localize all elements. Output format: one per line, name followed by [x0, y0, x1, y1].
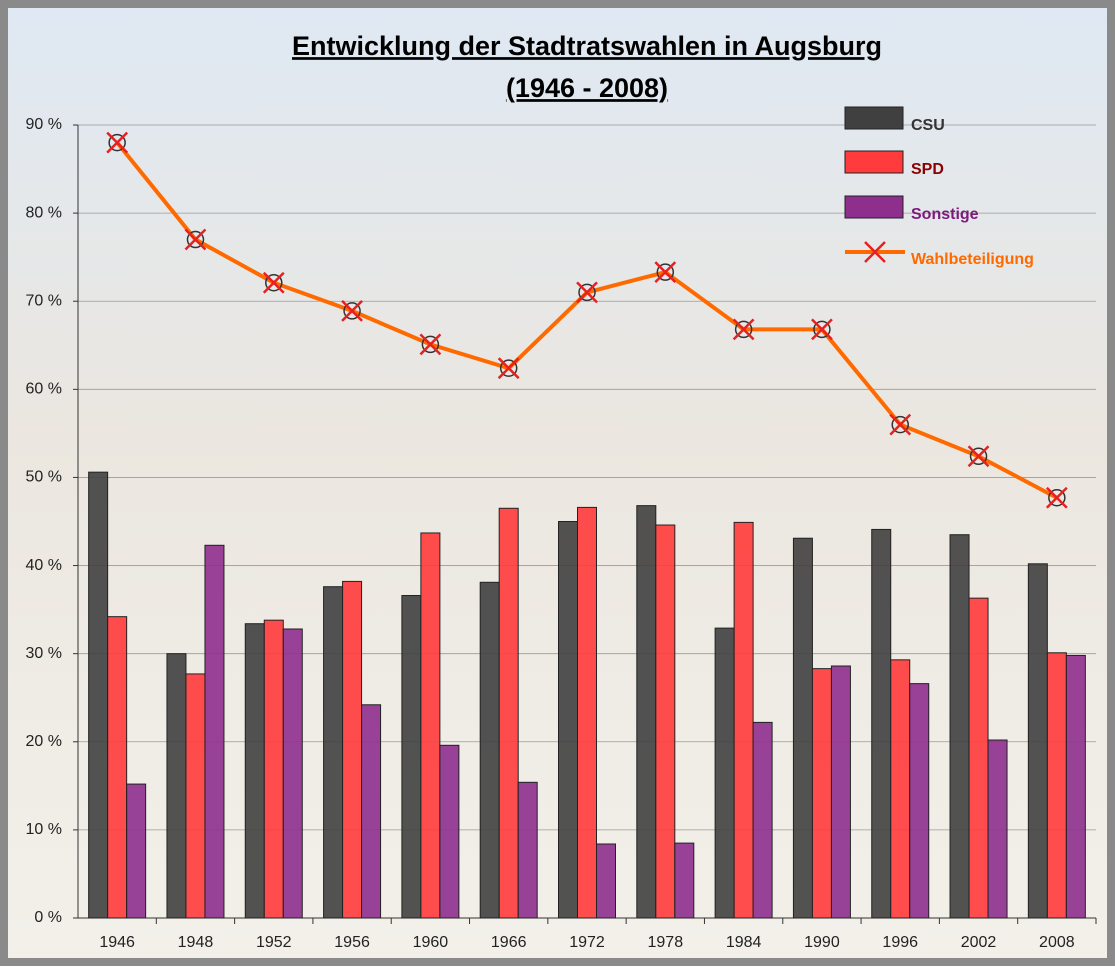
bar [264, 620, 283, 918]
bar [969, 598, 988, 918]
bar [186, 674, 205, 918]
bar [421, 533, 440, 918]
x-tick-label: 1966 [491, 934, 527, 951]
y-tick-label: 80 % [26, 204, 62, 221]
x-tick-label: 1956 [334, 934, 370, 951]
bar [362, 705, 381, 918]
x-tick-label: 1978 [648, 934, 684, 951]
bar [127, 784, 146, 918]
bar [499, 508, 518, 918]
bar [89, 472, 108, 918]
bar [518, 782, 537, 918]
bar [675, 843, 694, 918]
bar [637, 506, 656, 918]
x-tick-label: 1948 [178, 934, 214, 951]
x-tick-label: 1960 [413, 934, 449, 951]
bar [1066, 655, 1085, 918]
x-tick-label: 1984 [726, 934, 762, 951]
bar [891, 660, 910, 918]
y-tick-label: 50 % [26, 469, 62, 486]
y-tick-label: 90 % [26, 116, 62, 133]
y-tick-label: 20 % [26, 733, 62, 750]
x-tick-label: 1972 [569, 934, 605, 951]
bar [715, 628, 734, 918]
bar [734, 522, 753, 918]
bar [324, 587, 343, 918]
bar [812, 669, 831, 918]
y-tick-label: 70 % [26, 292, 62, 309]
chart-title: Entwicklung der Stadtratswahlen in Augsb… [292, 31, 882, 61]
bar [343, 581, 362, 918]
y-tick-label: 40 % [26, 557, 62, 574]
y-tick-label: 30 % [26, 645, 62, 662]
bar [402, 596, 421, 918]
bar [988, 740, 1007, 918]
x-tick-label: 2002 [961, 934, 997, 951]
x-tick-label: 2008 [1039, 934, 1075, 951]
x-tick-label: 1946 [99, 934, 135, 951]
legend-label: CSU [911, 117, 945, 134]
bar [872, 529, 891, 918]
bar [440, 745, 459, 918]
bar [831, 666, 850, 918]
x-tick-label: 1990 [804, 934, 840, 951]
legend-label: Sonstige [911, 206, 979, 223]
chart: Entwicklung der Stadtratswahlen in Augsb… [0, 0, 1115, 966]
bar [578, 507, 597, 918]
bar [283, 629, 302, 918]
bar [1028, 564, 1047, 918]
x-tick-label: 1952 [256, 934, 292, 951]
bar [108, 617, 127, 918]
legend-swatch [845, 151, 903, 173]
x-tick-label: 1996 [882, 934, 918, 951]
bar [1047, 653, 1066, 918]
y-tick-label: 0 % [34, 909, 62, 926]
bar [559, 522, 578, 919]
bar [167, 654, 186, 918]
y-tick-label: 60 % [26, 381, 62, 398]
bar [205, 545, 224, 918]
bar [753, 722, 772, 918]
y-tick-label: 10 % [26, 821, 62, 838]
legend-label: Wahlbeteiligung [911, 251, 1034, 268]
bar [480, 582, 499, 918]
legend-swatch [845, 196, 903, 218]
bar [245, 624, 264, 918]
bar [910, 684, 929, 918]
bar [656, 525, 675, 918]
bar [597, 844, 616, 918]
chart-subtitle: (1946 - 2008) [506, 73, 668, 103]
legend-label: SPD [911, 161, 944, 178]
bar [950, 535, 969, 918]
bar [793, 538, 812, 918]
legend-swatch [845, 107, 903, 129]
